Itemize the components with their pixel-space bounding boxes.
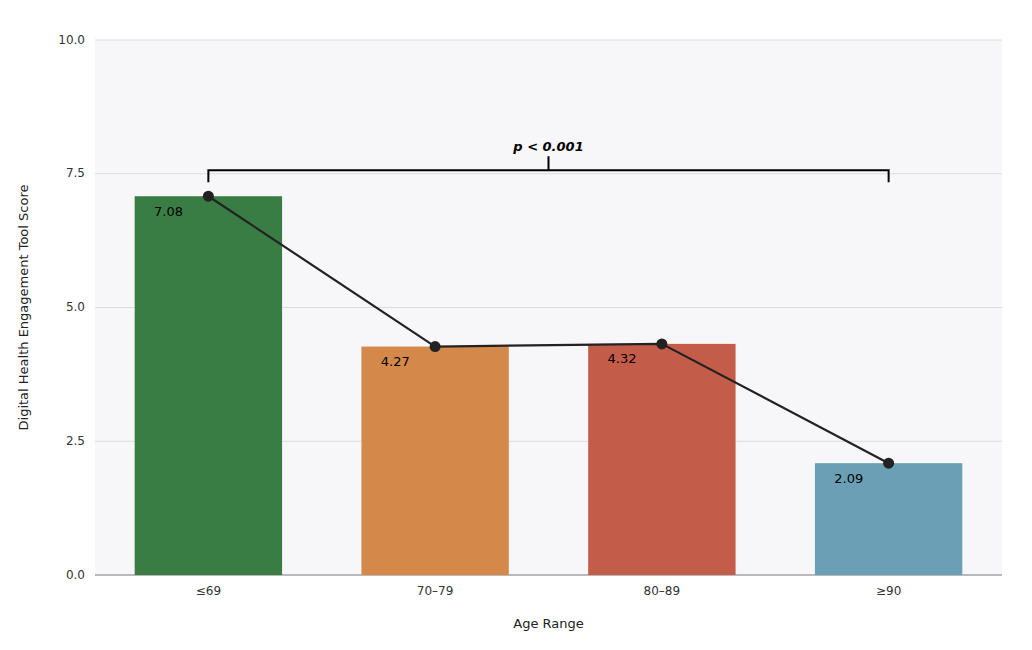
bracket: p < 0.001 (208, 139, 888, 182)
data-label: 2.09 (834, 471, 863, 486)
plot-area (135, 191, 963, 575)
data-label: 7.08 (154, 204, 183, 219)
data-labels: 7.08 4.27 4.32 2.09 (154, 204, 863, 486)
x-tick-label: ≥90 (876, 584, 901, 598)
chart-svg: 0.0 2.5 5.0 7.5 10.0 7.08 4.27 4.32 2.09 ≤69 70–79… (0, 0, 1032, 650)
chart-container: 0.0 2.5 5.0 7.5 10.0 7.08 4.27 4.32 2.09 ≤69 70–79… (0, 0, 1032, 650)
grid-line (95, 173, 1002, 174)
y-tick-label: 0.0 (66, 568, 85, 582)
bar (135, 196, 282, 575)
plot-background (95, 40, 1002, 575)
dot (883, 458, 894, 469)
y-axis-label: Digital Health Engagement Tool Score (16, 185, 31, 431)
y-tick-label: 5.0 (66, 300, 85, 314)
y-axis: 0.0 2.5 5.0 7.5 10.0 (58, 33, 1002, 582)
x-tick-label: 70–79 (417, 584, 454, 598)
data-label: 4.27 (381, 354, 410, 369)
dot (656, 338, 667, 349)
x-tick-label: 80–89 (644, 584, 681, 598)
bar (361, 347, 508, 575)
dot (203, 191, 214, 202)
data-label: 4.32 (608, 351, 637, 366)
y-tick-label: 7.5 (66, 166, 85, 180)
grid-line (95, 40, 1002, 41)
x-axis: ≤69 70–79 80–89 ≥90 (196, 584, 902, 598)
bracket-line (208, 156, 888, 182)
bar (588, 344, 735, 575)
x-tick-label: ≤69 (196, 584, 221, 598)
annotation: p < 0.001 (512, 139, 583, 154)
y-tick-label: 10.0 (58, 33, 85, 47)
y-tick-label: 2.5 (66, 434, 85, 448)
x-axis-label: Age Range (513, 616, 583, 631)
bar (815, 463, 962, 575)
connecting-line (208, 196, 888, 463)
dot (430, 341, 441, 352)
